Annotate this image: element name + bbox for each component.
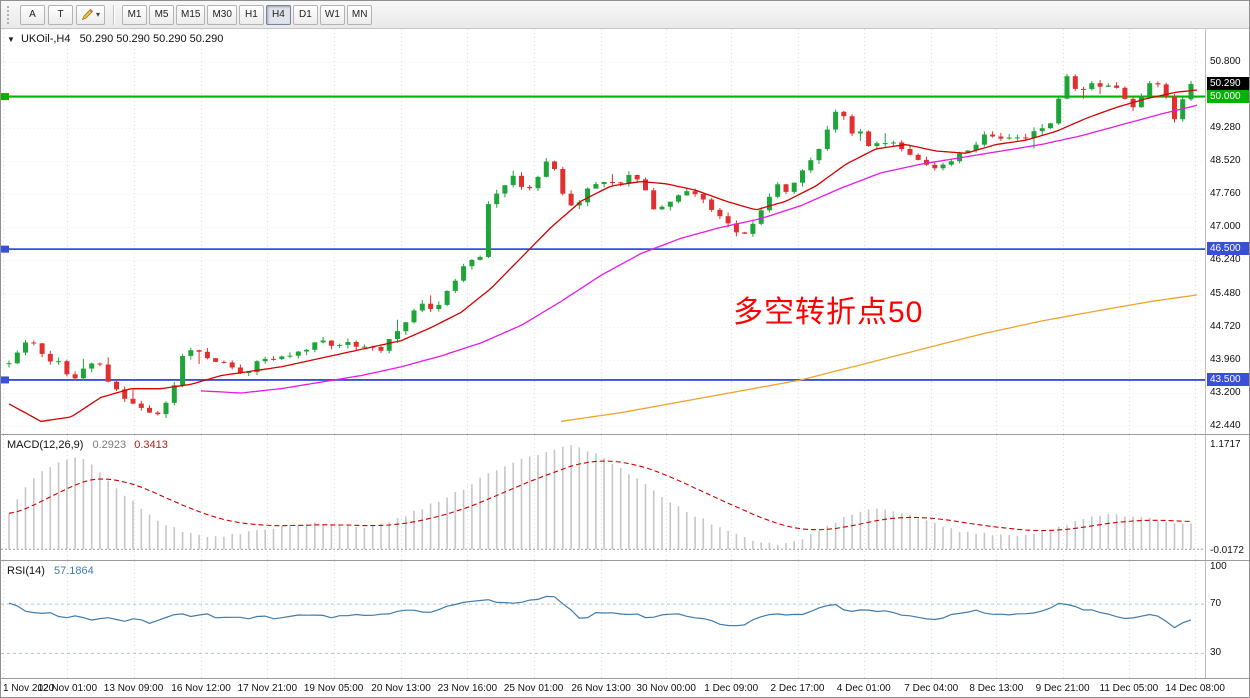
axis-tick: 43.200	[1210, 387, 1241, 399]
axis-tick: 42.440	[1210, 420, 1241, 432]
time-tick-label: 26 Nov 13:00	[571, 683, 631, 694]
time-tick-label: 1 Nov 2020	[3, 683, 55, 694]
crayon-icon	[81, 8, 94, 21]
timeframe-button-M1[interactable]: M1	[122, 4, 148, 25]
timeframe-button-D1[interactable]: D1	[292, 4, 318, 25]
macd-main-value: 0.2923	[92, 439, 127, 451]
timeframe-button-M30[interactable]: M30	[207, 4, 237, 25]
axis-tick: 30	[1210, 647, 1222, 659]
time-tick-label: 17 Nov 21:00	[237, 683, 298, 694]
rsi-line	[8, 595, 1192, 629]
timeframe-toolbar: M1 M5 M15 M30 H1 H4 D1 W1 MN	[122, 4, 373, 25]
chart-header: ▼ UKOil-,H4 50.290 50.290 50.290 50.290	[7, 33, 223, 45]
rsi-header: RSI(14) 57.1864	[7, 565, 94, 577]
axis-tick: -0.0172	[1210, 544, 1244, 556]
timeframe-button-H4[interactable]: H4	[265, 4, 291, 25]
collapse-icon[interactable]: ▼	[7, 35, 15, 44]
symbol-period-label: UKOil-,H4	[20, 33, 71, 45]
time-tick-label: 30 Nov 00:00	[636, 683, 696, 694]
level-price-badge: 50.000	[1207, 89, 1249, 103]
panel-separator[interactable]	[1, 560, 1249, 561]
price-axis[interactable]: 50.800 49.280 48.520 47.760 47.000 46.240 45.4…	[1205, 29, 1249, 434]
time-tick-label: 9 Dec 21:00	[1035, 683, 1090, 694]
time-tick-label: 7 Dec 04:00	[904, 683, 959, 694]
candlestick-chart-plot[interactable]	[1, 29, 1206, 434]
axis-tick: 48.520	[1210, 155, 1241, 167]
panel-separator	[1, 678, 1249, 679]
text-tool-button[interactable]: T	[48, 4, 73, 25]
time-axis[interactable]: 1 Nov 2020 12 Nov 01:00 13 Nov 09:00 16 Nov…	[1, 679, 1249, 697]
macd-indicator-plot[interactable]	[1, 435, 1206, 560]
rsi-axis[interactable]: 100 70 30	[1205, 561, 1249, 678]
current-price-badge: 50.290	[1207, 76, 1249, 90]
time-tick-label: 19 Nov 05:00	[303, 683, 364, 694]
rsi-indicator-panel: 100 70 30 RSI(14) 57.1864	[1, 561, 1249, 678]
axis-tick: 50.800	[1210, 55, 1241, 67]
time-tick-label: 2 Dec 17:00	[770, 683, 825, 694]
axis-tick: 1.1717	[1210, 438, 1241, 450]
macd-signal-value: 0.3413	[134, 439, 168, 451]
text-tool-label: T	[57, 9, 64, 20]
axis-tick: 100	[1210, 561, 1227, 573]
time-tick-label: 13 Nov 09:00	[103, 683, 164, 694]
timeframe-button-W1[interactable]: W1	[319, 4, 345, 25]
timeframe-button-H1[interactable]: H1	[238, 4, 264, 25]
axis-tick: 46.240	[1210, 254, 1241, 266]
axis-tick: 43.960	[1210, 353, 1241, 365]
timeframe-button-MN[interactable]: MN	[346, 4, 373, 25]
time-tick-label: 4 Dec 01:00	[836, 683, 891, 694]
macd-label: MACD(12,26,9)	[7, 439, 84, 451]
draw-color-tool-button[interactable]: ▾	[76, 4, 106, 25]
axis-tick: 44.720	[1210, 320, 1241, 332]
axis-tick: 45.480	[1210, 287, 1241, 299]
time-tick-label: 25 Nov 01:00	[503, 683, 564, 694]
time-tick-label: 14 Dec 08:00	[1165, 683, 1225, 694]
rsi-value: 57.1864	[53, 565, 94, 577]
cursor-tool-button[interactable]: A	[20, 4, 45, 25]
level-price-badge: 43.500	[1207, 372, 1249, 386]
ohlc-values: 50.290 50.290 50.290 50.290	[79, 33, 224, 45]
time-tick-label: 20 Nov 13:00	[371, 683, 431, 694]
toolbar-grip[interactable]	[7, 5, 13, 24]
axis-tick: 47.000	[1210, 221, 1241, 233]
timeframe-button-M15[interactable]: M15	[176, 4, 206, 25]
macd-signal-line	[8, 460, 1192, 532]
time-tick-label: 1 Dec 09:00	[704, 683, 759, 694]
timeframe-button-M5[interactable]: M5	[149, 4, 175, 25]
ma-slow-line	[560, 294, 1198, 423]
time-tick-label: 12 Nov 01:00	[37, 683, 98, 694]
rsi-indicator-plot[interactable]	[1, 561, 1206, 678]
cursor-tool-label: A	[29, 9, 36, 20]
time-tick-label: 11 Dec 05:00	[1099, 683, 1159, 694]
macd-header: MACD(12,26,9) 0.2923 0.3413	[7, 439, 168, 451]
time-tick-label: 16 Nov 12:00	[171, 683, 231, 694]
toolbar: A T ▾ M1 M5 M15 M30 H1 H4 D1 W1 MN	[1, 1, 1249, 29]
level-price-badge: 46.500	[1207, 242, 1249, 256]
toolbar-separator	[113, 4, 115, 25]
macd-axis[interactable]: 1.1717 -0.0172	[1205, 435, 1249, 560]
time-tick-label: 8 Dec 13:00	[969, 683, 1024, 694]
ma-mid-line	[200, 104, 1198, 394]
axis-tick: 49.280	[1210, 121, 1241, 133]
ma-fast-line	[8, 89, 1198, 423]
panel-separator[interactable]	[1, 434, 1249, 435]
axis-tick: 47.760	[1210, 188, 1241, 200]
rsi-label: RSI(14)	[7, 565, 45, 577]
macd-indicator-panel: 1.1717 -0.0172 MACD(12,26,9) 0.2923 0.341…	[1, 435, 1249, 560]
chevron-down-icon: ▾	[96, 10, 101, 19]
main-chart-panel: 50.800 49.280 48.520 47.760 47.000 46.240 45.4…	[1, 29, 1249, 434]
chart-annotation-text[interactable]: 多空转折点50	[733, 296, 924, 329]
axis-tick: 70	[1210, 598, 1222, 610]
macd-histogram-layer	[8, 445, 1192, 550]
time-tick-label: 23 Nov 16:00	[437, 683, 498, 694]
candles-layer	[6, 73, 1194, 418]
